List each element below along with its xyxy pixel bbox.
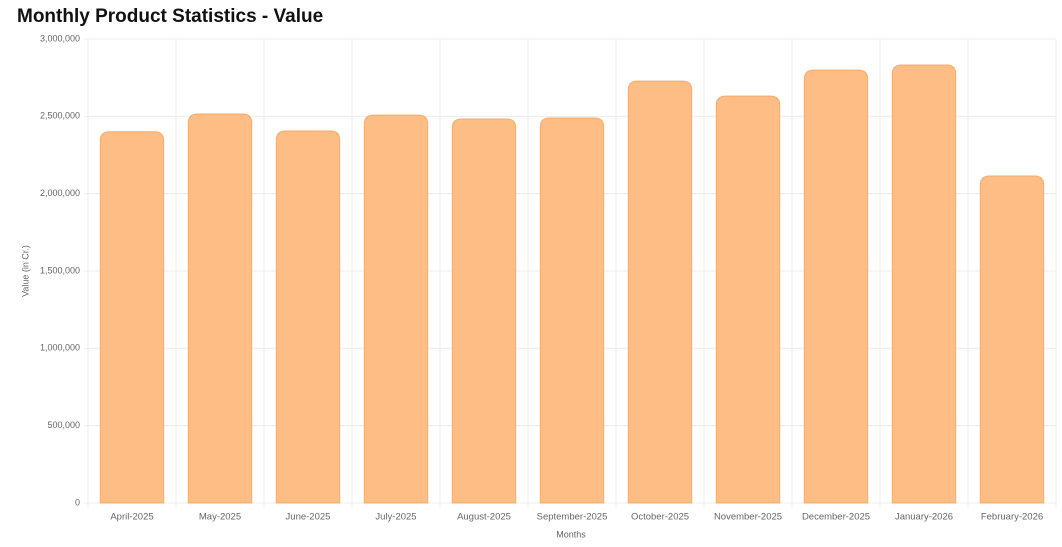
x-tick-label: June-2025: [286, 512, 331, 523]
bar: [451, 118, 517, 504]
bar: [539, 117, 605, 504]
bar: [979, 175, 1045, 504]
x-tick-label: November-2025: [714, 512, 782, 523]
x-tick-label: February-2026: [981, 512, 1043, 523]
y-tick-label: 1,500,000: [40, 265, 80, 275]
bar: [187, 113, 253, 504]
bar: [363, 114, 429, 504]
x-tick-label: December-2025: [802, 512, 870, 523]
y-tick-label: 2,500,000: [40, 111, 80, 121]
chart-title: Monthly Product Statistics - Value: [17, 6, 323, 27]
bar: [627, 80, 693, 504]
y-axis-label: Value (in Cr.): [20, 245, 30, 297]
x-axis-label: Months: [556, 529, 586, 539]
y-tick-label: 3,000,000: [40, 33, 80, 43]
x-tick-label: May-2025: [199, 512, 241, 523]
x-tick-label: August-2025: [457, 512, 511, 523]
y-tick-label: 0: [75, 497, 80, 507]
bar: [99, 131, 165, 504]
x-tick-label: September-2025: [537, 512, 608, 523]
y-tick-label: 2,000,000: [40, 188, 80, 198]
bar: [275, 130, 341, 504]
x-tick-label: July-2025: [375, 512, 416, 523]
x-tick-label: October-2025: [631, 512, 689, 523]
y-tick-label: 500,000: [47, 420, 80, 430]
y-tick-label: 1,000,000: [40, 343, 80, 353]
x-tick-label: January-2026: [895, 512, 953, 523]
bar: [715, 95, 781, 504]
bar: [803, 69, 869, 504]
x-tick-label: April-2025: [110, 512, 153, 523]
bar: [891, 64, 957, 504]
